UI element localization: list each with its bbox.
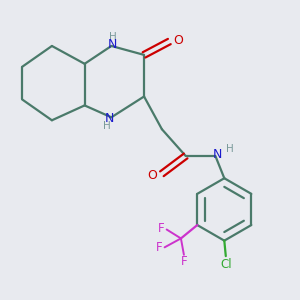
Text: Cl: Cl [220,258,232,271]
Text: O: O [147,169,157,182]
Text: H: H [226,144,233,154]
Text: F: F [181,255,188,268]
Text: N: N [105,112,115,125]
Text: O: O [173,34,183,46]
Text: N: N [213,148,223,161]
Text: F: F [156,241,163,254]
Text: N: N [108,38,118,51]
Text: F: F [158,222,165,236]
Text: H: H [103,121,111,130]
Text: H: H [109,32,117,42]
